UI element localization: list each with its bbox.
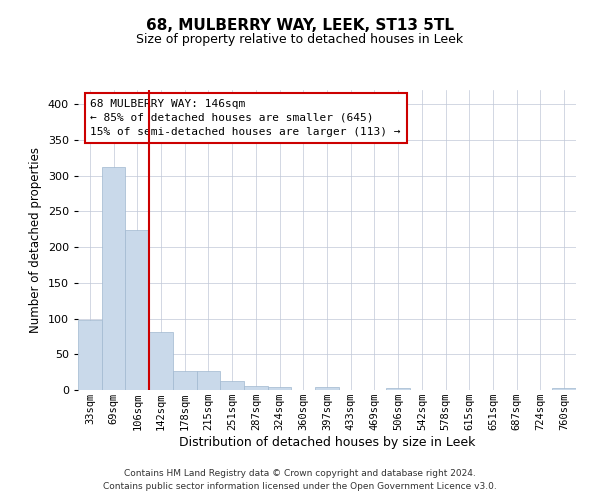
Bar <box>268 387 292 390</box>
Bar <box>173 372 197 390</box>
Bar <box>386 388 410 390</box>
Bar <box>552 388 576 390</box>
Bar <box>197 372 220 390</box>
Bar <box>315 387 339 390</box>
Text: Size of property relative to detached houses in Leek: Size of property relative to detached ho… <box>136 32 464 46</box>
Text: 68, MULBERRY WAY, LEEK, ST13 5TL: 68, MULBERRY WAY, LEEK, ST13 5TL <box>146 18 454 32</box>
X-axis label: Distribution of detached houses by size in Leek: Distribution of detached houses by size … <box>179 436 475 449</box>
Bar <box>149 332 173 390</box>
Bar <box>244 386 268 390</box>
Text: Contains HM Land Registry data © Crown copyright and database right 2024.: Contains HM Land Registry data © Crown c… <box>124 468 476 477</box>
Bar <box>102 167 125 390</box>
Text: 68 MULBERRY WAY: 146sqm
← 85% of detached houses are smaller (645)
15% of semi-d: 68 MULBERRY WAY: 146sqm ← 85% of detache… <box>91 99 401 137</box>
Y-axis label: Number of detached properties: Number of detached properties <box>29 147 42 333</box>
Bar <box>125 230 149 390</box>
Text: Contains public sector information licensed under the Open Government Licence v3: Contains public sector information licen… <box>103 482 497 491</box>
Bar <box>220 382 244 390</box>
Bar <box>78 320 102 390</box>
